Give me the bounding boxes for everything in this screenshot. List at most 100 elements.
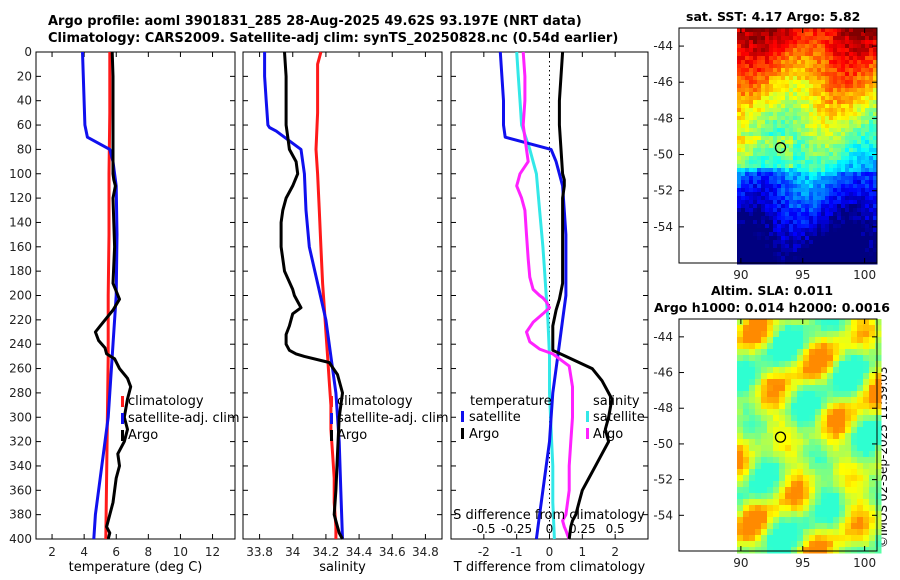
sla-map-cell: [875, 343, 882, 350]
sst-map-cell: [773, 116, 778, 121]
sla-map-cell: [839, 349, 846, 356]
sst-map-cell: [817, 184, 822, 189]
sst-map-cell: [809, 216, 814, 221]
sst-map-cell: [737, 32, 742, 37]
sst-map-cell: [833, 152, 838, 157]
sst-map-cell: [789, 204, 794, 209]
temperature-xtick-label: 10: [173, 545, 188, 559]
sst-map-cell: [841, 52, 846, 57]
sst-map-cell: [809, 204, 814, 209]
sst-map-cell: [825, 96, 830, 101]
sst-map-cell: [797, 68, 802, 73]
sla-map-cell: [839, 361, 846, 368]
sst-map-cell: [825, 192, 830, 197]
sst-map-cell: [869, 124, 874, 129]
sst-map-cell: [741, 136, 746, 141]
sst-map-cell: [849, 136, 854, 141]
sst-map-cell: [873, 220, 878, 225]
sst-map-cell: [777, 188, 782, 193]
sla-map-cell: [875, 445, 882, 452]
sla-map-cell: [815, 361, 822, 368]
sla-map-cell: [815, 319, 822, 326]
sst-map-cell: [841, 180, 846, 185]
sst-map-cell: [809, 232, 814, 237]
sst-map-cell: [869, 220, 874, 225]
sla-map-cell: [773, 535, 780, 542]
sst-map-cell: [761, 236, 766, 241]
sst-map-cell: [769, 228, 774, 233]
sst-map-cell: [809, 236, 814, 241]
sla-map-cell: [803, 337, 810, 344]
sla-map-cell: [875, 511, 882, 518]
sla-map-cell: [845, 397, 852, 404]
sst-map-cell: [805, 136, 810, 141]
sst-map-cell: [753, 168, 758, 173]
sst-map-cell: [781, 88, 786, 93]
figure-title-line1: Argo profile: aoml 3901831_285 28-Aug-20…: [48, 14, 582, 29]
sla-map-cell: [833, 445, 840, 452]
sla-map-cell: [845, 349, 852, 356]
sst-map-cell: [805, 248, 810, 253]
sst-map-cell: [789, 200, 794, 205]
sla-map-cell: [851, 421, 858, 428]
sst-map-cell: [829, 164, 834, 169]
sla-map-cell: [863, 421, 870, 428]
sst-map-cell: [853, 208, 858, 213]
sst-map-cell: [745, 144, 750, 149]
sla-map-cell: [863, 385, 870, 392]
sla-map-cell: [869, 487, 876, 494]
sst-map-cell: [785, 88, 790, 93]
sst-map-cell: [769, 44, 774, 49]
sst-map-cell: [789, 108, 794, 113]
sst-map-cell: [773, 108, 778, 113]
sst-map-cell: [829, 140, 834, 145]
sst-map-cell: [845, 80, 850, 85]
sst-map-cell: [765, 196, 770, 201]
sst-map-cell: [805, 72, 810, 77]
sla-map-cell: [791, 517, 798, 524]
sla-map-cell: [767, 415, 774, 422]
sla-map-cell: [821, 409, 828, 416]
sst-map-cell: [813, 220, 818, 225]
sst-map-cell: [753, 136, 758, 141]
sst-map-cell: [853, 116, 858, 121]
temperature-legend-swatch: [121, 413, 124, 424]
salinity-xtick-label: 34.6: [379, 545, 406, 559]
sst-map-cell: [761, 212, 766, 217]
sst-map-cell: [745, 140, 750, 145]
sla-map-cell: [737, 469, 744, 476]
sst-map-cell: [869, 168, 874, 173]
sla-map-cell: [845, 511, 852, 518]
sst-map-cell: [757, 68, 762, 73]
sst-map-cell: [777, 244, 782, 249]
sst-map-cell: [773, 92, 778, 97]
sla-map-cell: [869, 373, 876, 380]
sst-map-cell: [865, 76, 870, 81]
sst-map-cell: [745, 148, 750, 153]
sst-map-cell: [805, 228, 810, 233]
sla-map-cell: [779, 361, 786, 368]
sst-map-cell: [849, 144, 854, 149]
sst-map-cell: [841, 104, 846, 109]
sla-map-title-line1: Altim. SLA: 0.011: [711, 283, 834, 298]
sst-map-cell: [821, 184, 826, 189]
sst-map-cell: [793, 240, 798, 245]
sst-map-cell: [857, 184, 862, 189]
sst-map-cell: [845, 40, 850, 45]
sst-map-cell: [805, 220, 810, 225]
sst-map-cell: [869, 56, 874, 61]
salinity-xtick-label: 34.4: [346, 545, 373, 559]
sla-map-cell: [875, 421, 882, 428]
sst-map-cell: [773, 132, 778, 137]
sst-map-cell: [841, 212, 846, 217]
sla-map-cell: [779, 391, 786, 398]
sst-map-cell: [829, 92, 834, 97]
sst-map-cell: [873, 136, 878, 141]
sla-map-cell: [785, 439, 792, 446]
sst-map-cell: [869, 212, 874, 217]
sst-map-cell: [829, 100, 834, 105]
sst-map-cell: [737, 248, 742, 253]
sst-map-cell: [737, 164, 742, 169]
sst-map-cell: [757, 232, 762, 237]
sst-map-cell: [845, 192, 850, 197]
